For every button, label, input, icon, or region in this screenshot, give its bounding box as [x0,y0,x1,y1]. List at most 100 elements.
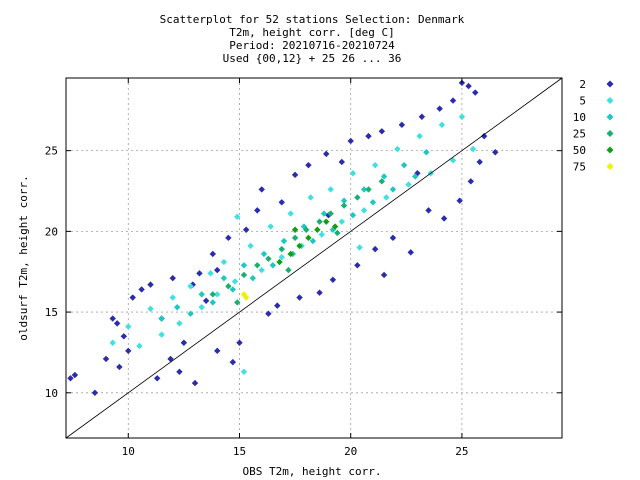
scatter-point-density-5 [207,270,214,277]
data-points [67,79,499,396]
scatter-point-density-10 [240,262,248,269]
scatter-point-density-5 [234,213,241,221]
scatter-point-density-25 [291,234,299,242]
scatter-point-density-2 [120,333,128,340]
scatter-point-density-25 [234,299,241,306]
scatter-point-density-25 [365,186,372,193]
scatter-point-density-2 [138,286,145,293]
scatter-point-density-25 [340,202,348,209]
scatter-point-density-10 [309,237,317,245]
chart-title: Scatterplot for 52 stations Selection: D… [160,13,465,65]
scatter-point-density-5 [176,320,183,327]
scatter-point-density-5 [405,181,412,188]
scatter-point-density-2 [129,294,136,301]
scatter-point-density-2 [378,128,386,135]
scatter-point-density-2 [449,97,457,104]
scatter-point-density-5 [147,305,154,313]
scatter-point-density-25 [278,245,285,253]
legend-marker [606,163,614,170]
scatter-point-density-2 [153,375,161,382]
scatter-point-density-10 [174,304,181,311]
scatter-point-density-10 [423,149,430,156]
scatter-point-density-50 [305,234,312,242]
legend-label: 25 [573,128,586,141]
legend-marker [606,130,614,137]
scatter-point-density-10 [198,291,205,298]
x-tick-label: 15 [233,445,246,458]
scatter-point-density-5 [356,244,363,251]
scatter-point-density-10 [340,197,348,204]
scatter-point-density-5 [247,242,254,250]
scatter-point-density-25 [209,291,216,298]
scatter-point-density-25 [225,283,232,290]
legend-marker [606,113,614,121]
scatter-point-density-2 [109,315,116,322]
scatter-point-density-2 [354,262,361,269]
scatter-point-density-2 [398,121,406,129]
scatter-point-density-2 [214,266,221,274]
scatter-point-density-2 [492,149,499,156]
legend-label: 50 [573,144,586,157]
scatter-point-density-5 [327,186,334,193]
scatter-point-density-25 [316,218,323,225]
scatter-point-density-2 [169,274,176,282]
scatter-point-density-10 [280,237,288,245]
axis-ticks: 10 15 20 25 10 15 20 25 [45,78,562,458]
scatter-point-density-50 [276,258,283,266]
diagonal-reference-line [65,77,563,439]
scatter-point-density-50 [323,218,330,225]
scatter-point-density-25 [303,226,310,233]
scatter-point-density-10 [269,262,277,269]
scatter-point-density-5 [158,331,165,338]
legend-label: 10 [573,111,586,124]
scatter-point-density-2 [425,207,432,214]
scatter-point-density-2 [323,150,330,158]
scatter-point-density-2 [291,171,299,179]
scatter-point-density-2 [236,339,243,346]
scatter-point-density-10 [412,173,419,180]
scatter-point-density-2 [180,339,188,346]
scatter-point-density-50 [291,226,299,233]
scatter-point-density-5 [438,121,446,129]
scatter-point-density-2 [113,320,121,327]
scatter-point-density-10 [360,186,368,193]
scatter-point-density-2 [407,249,414,256]
scatter-point-density-5 [220,258,228,266]
scatter-point-density-2 [365,132,372,140]
scatter-point-density-10 [209,299,216,306]
scatter-point-density-10 [320,210,328,217]
scatter-point-density-2 [329,276,337,283]
scatter-point-density-10 [158,315,165,322]
scatter-point-density-2 [296,294,303,301]
y-axis-label: oldsurf T2m, height corr. [17,175,30,341]
scatter-point-density-10 [369,199,377,206]
scatter-point-density-2 [380,271,388,279]
scatter-point-density-5 [125,323,132,330]
scatter-point-density-2 [325,212,332,219]
scatter-point-density-50 [296,242,303,250]
scatter-point-density-5 [240,368,248,376]
scatter-point-density-2 [191,379,199,387]
scatter-point-density-5 [338,218,346,225]
scatter-point-density-10 [380,173,388,180]
plot-frame [65,77,563,439]
scatter-point-density-2 [225,234,232,242]
scatter-point-density-2 [338,158,346,166]
scatter-point-density-25 [240,271,248,279]
legend-marker [606,146,614,154]
scatter-point-density-2 [258,186,265,193]
title-line-1: Scatterplot for 52 stations Selection: D… [160,13,465,26]
scatter-point-density-5 [109,339,116,346]
scatter-point-density-2 [229,358,237,366]
title-line-3: Period: 20210716-20210724 [229,39,395,52]
scatter-point-density-2 [67,375,74,382]
scatter-point-density-10 [260,250,268,258]
scatter-point-density-10 [400,161,408,169]
legend-label: 5 [579,95,586,108]
scatter-point-density-10 [220,274,228,282]
scatter-point-density-2 [440,215,448,222]
scatter-point-density-2 [209,250,216,258]
scatter-point-density-2 [242,226,250,233]
scatter-point-density-2 [176,368,183,376]
scatter-point-density-2 [91,389,99,396]
